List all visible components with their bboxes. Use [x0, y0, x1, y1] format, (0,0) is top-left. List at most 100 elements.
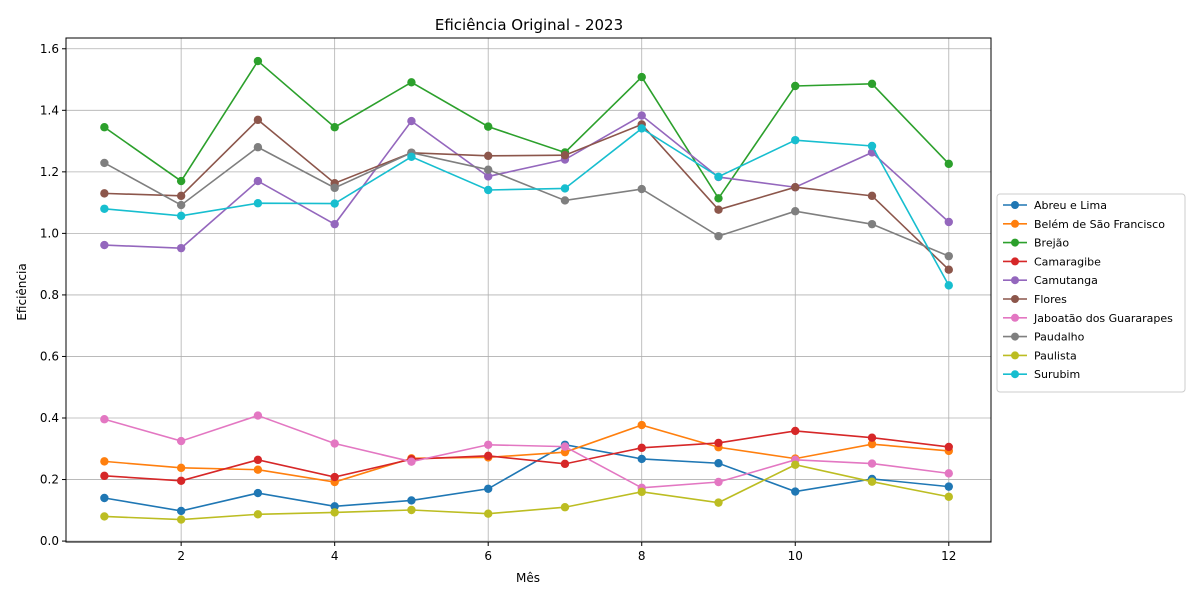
series-1 [100, 420, 953, 487]
data-point [483, 122, 493, 131]
series-line [104, 114, 950, 249]
data-point [714, 205, 723, 214]
data-point [867, 191, 877, 201]
data-point [714, 194, 723, 203]
data-point [176, 211, 186, 221]
data-point [176, 476, 186, 485]
legend-label: Camutanga [1034, 274, 1098, 287]
legend-marker [1011, 201, 1019, 209]
data-point [944, 469, 953, 478]
y-axis-label: Eficiência [15, 263, 29, 320]
series-7 [100, 143, 953, 261]
x-axis-label: Mês [516, 571, 540, 585]
series-line [103, 59, 950, 200]
series-line [104, 118, 950, 271]
data-point [253, 56, 263, 66]
legend-marker [1011, 313, 1019, 322]
series-line [103, 146, 950, 257]
data-point [791, 487, 800, 496]
data-point [560, 151, 570, 160]
data-point [176, 506, 186, 516]
data-point [560, 459, 570, 469]
data-point [176, 463, 186, 473]
data-point [407, 457, 416, 466]
data-point [253, 115, 263, 125]
legend-marker [1011, 276, 1019, 285]
data-point [253, 465, 263, 474]
data-point [253, 199, 263, 208]
y-tick-label: 0.4 [40, 411, 59, 425]
series-8 [100, 460, 953, 524]
data-point [944, 281, 953, 290]
x-tick-label: 10 [788, 549, 803, 563]
data-point [100, 189, 109, 198]
data-point [253, 510, 263, 519]
data-point [176, 176, 186, 186]
data-point [483, 440, 493, 449]
x-tick-label: 6 [484, 549, 492, 563]
data-point [100, 493, 109, 503]
series-4 [100, 111, 953, 253]
legend-label: Surubim [1034, 368, 1080, 381]
legend-item: Paulista [1003, 349, 1077, 362]
y-tick-label: 1.4 [40, 103, 59, 117]
data-point [867, 219, 877, 229]
series-0 [100, 440, 953, 516]
legend-marker [1011, 295, 1019, 303]
data-point [791, 426, 800, 436]
data-point [253, 488, 263, 498]
data-point [867, 477, 877, 486]
data-point [407, 496, 416, 505]
legend-marker [1011, 219, 1019, 228]
data-point [100, 471, 109, 481]
data-point [330, 439, 339, 448]
data-point [791, 460, 800, 469]
data-point [100, 204, 109, 213]
legend-label: Jaboatão dos Guararapes [1033, 312, 1173, 325]
data-point [483, 484, 493, 493]
data-point [330, 199, 339, 208]
data-point [637, 420, 646, 430]
series-line [104, 414, 949, 489]
data-point [330, 508, 339, 517]
data-point [944, 482, 953, 491]
data-point [637, 184, 646, 194]
data-point [407, 505, 416, 515]
data-point [176, 191, 186, 201]
data-point [176, 243, 186, 253]
data-point [714, 438, 723, 448]
data-point [330, 502, 339, 511]
legend-label: Flores [1034, 293, 1067, 306]
axis-ticks: 2 4 6 8 10 12 0.0 0.2 0.4 0.6 0.8 1.0 1.2 1.4 1.6 [40, 42, 957, 563]
series-group [100, 56, 953, 524]
y-tick-label: 1.6 [40, 42, 59, 56]
data-point [791, 183, 800, 192]
data-point [253, 143, 263, 152]
legend-item: Brejão [1003, 237, 1069, 250]
data-point [560, 503, 570, 512]
x-tick-label: 4 [331, 549, 339, 563]
grid-lines [66, 38, 991, 542]
data-point [637, 111, 646, 120]
data-point [100, 158, 109, 168]
data-point [714, 172, 723, 181]
series-line [104, 463, 949, 521]
legend-item: Jaboatão dos Guararapes [1003, 312, 1173, 325]
legend-marker [1011, 332, 1019, 341]
data-point [637, 72, 646, 82]
data-point [867, 439, 877, 449]
legend-marker [1011, 238, 1019, 247]
data-point [714, 477, 723, 487]
data-point [867, 433, 877, 442]
data-point [483, 172, 493, 181]
series-line [104, 430, 949, 482]
legend-item: Paudalho [1003, 331, 1085, 344]
x-tick-label: 12 [941, 549, 956, 563]
data-point [100, 123, 109, 132]
data-point [483, 151, 493, 161]
data-point [100, 512, 109, 521]
series-line [104, 443, 949, 512]
y-tick-label: 1.0 [40, 226, 59, 240]
data-point [944, 492, 953, 501]
